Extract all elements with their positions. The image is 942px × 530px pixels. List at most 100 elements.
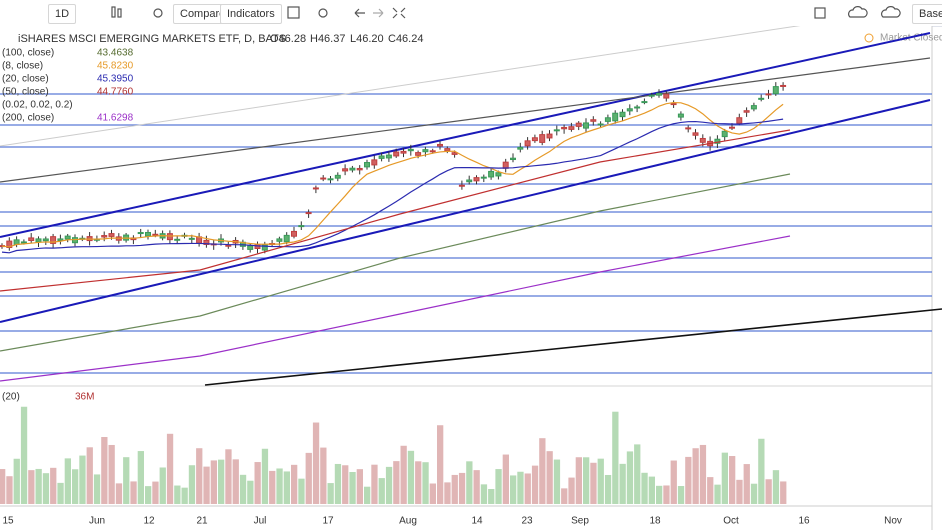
candle-body — [35, 238, 42, 243]
volume-bar — [0, 469, 6, 504]
candle-body — [57, 238, 64, 242]
x-tick-label: Jul — [254, 516, 267, 527]
volume-bar — [371, 464, 378, 504]
candle-body — [531, 137, 538, 142]
x-tick-label: 18 — [649, 516, 661, 527]
base-button[interactable]: Base — [912, 4, 942, 24]
candle-body — [152, 233, 159, 236]
candle-body — [42, 238, 49, 242]
x-tick-label: 23 — [521, 516, 533, 527]
volume-bar — [714, 484, 721, 504]
volume-bar — [480, 484, 488, 504]
legend-low: L46.20 — [350, 33, 384, 45]
volume-bar — [634, 444, 641, 504]
volume-bar — [743, 464, 750, 504]
candle-body — [356, 167, 363, 171]
candle-body — [137, 232, 144, 235]
candle-body — [283, 234, 290, 243]
volume-bar — [101, 436, 108, 504]
candle-body — [663, 93, 670, 99]
interval-button[interactable]: 1D — [48, 4, 77, 24]
volume-bar — [656, 485, 663, 504]
candle-body — [444, 148, 451, 152]
indicators-button[interactable]: Indicators — [220, 4, 282, 24]
candle-body — [437, 143, 443, 147]
volume-bar — [561, 488, 568, 504]
volume-bar — [575, 457, 582, 504]
volume-bar — [685, 456, 692, 504]
volume-bar — [86, 447, 93, 504]
volume-bar — [707, 477, 714, 504]
volume-bar — [261, 448, 269, 504]
candle-body — [604, 117, 611, 122]
volume-bar — [210, 460, 217, 504]
candle-body — [145, 231, 151, 237]
volume-bar — [400, 445, 407, 504]
volume-bar — [407, 450, 415, 504]
ma-line — [1, 101, 784, 248]
candle-body — [378, 155, 385, 159]
x-tick-label: 21 — [196, 516, 208, 527]
candle-body — [721, 130, 728, 138]
candle-body — [422, 149, 429, 153]
volume-bar — [677, 486, 685, 504]
volume-bar — [524, 473, 531, 504]
candle-body — [429, 150, 436, 153]
indicator-value: 45.3950 — [97, 74, 134, 85]
indicator-params: (100, close) — [2, 48, 54, 59]
candle-body — [298, 225, 305, 228]
candle-body — [590, 119, 597, 122]
candle-body — [6, 240, 13, 248]
volume-bar — [6, 476, 13, 504]
indicator-value: 43.4638 — [97, 48, 134, 59]
candle-body — [656, 92, 662, 96]
candle-body — [393, 151, 400, 157]
candle-body — [261, 244, 268, 251]
candle-body — [743, 110, 750, 113]
candle-body — [50, 236, 57, 244]
volume-bar — [721, 452, 728, 504]
ma-line — [0, 173, 791, 352]
volume-bar — [108, 444, 115, 504]
legend-close: C46.24 — [388, 33, 423, 45]
volume-bar — [495, 469, 502, 504]
volume-bar — [145, 486, 152, 504]
candle-body — [166, 233, 173, 241]
volume-bar — [385, 466, 393, 504]
candle-body — [729, 126, 735, 129]
x-tick-label: 15 — [2, 516, 14, 527]
volume-bar — [590, 462, 597, 504]
ma-line — [0, 129, 791, 292]
candle-body — [736, 117, 743, 124]
candle-body — [510, 157, 516, 161]
candle-body — [342, 168, 349, 172]
legend-high: H46.37 — [310, 33, 345, 45]
candle-body — [612, 112, 619, 122]
legend-open: O46.28 — [270, 33, 306, 45]
legend-title: iSHARES MSCI EMERGING MARKETS ETF, D, BA… — [18, 33, 286, 45]
candle-body — [524, 140, 531, 147]
candle-body — [451, 152, 458, 155]
candle-body — [634, 106, 641, 109]
volume-bar — [327, 483, 334, 504]
toolbar-icons — [111, 6, 901, 19]
candle-body — [371, 159, 378, 166]
volume-bar — [137, 451, 144, 504]
compare-button[interactable]: Compare — [173, 4, 233, 24]
candle-body — [312, 187, 319, 190]
volume-bar — [604, 474, 612, 504]
volume-value: 36M — [75, 392, 94, 403]
volume-bar — [510, 475, 517, 504]
candle-body — [546, 133, 553, 139]
candle-body — [626, 108, 633, 112]
candle-body — [553, 129, 560, 132]
volume-bar — [188, 465, 196, 504]
volume-bar — [218, 459, 225, 504]
volume-bar — [729, 456, 736, 504]
x-tick-label: Sep — [571, 516, 589, 527]
candle-body — [495, 172, 502, 177]
volume-bar — [50, 467, 57, 504]
volume-bar — [283, 471, 290, 504]
candle-body — [473, 177, 480, 182]
volume-bar — [72, 469, 79, 504]
